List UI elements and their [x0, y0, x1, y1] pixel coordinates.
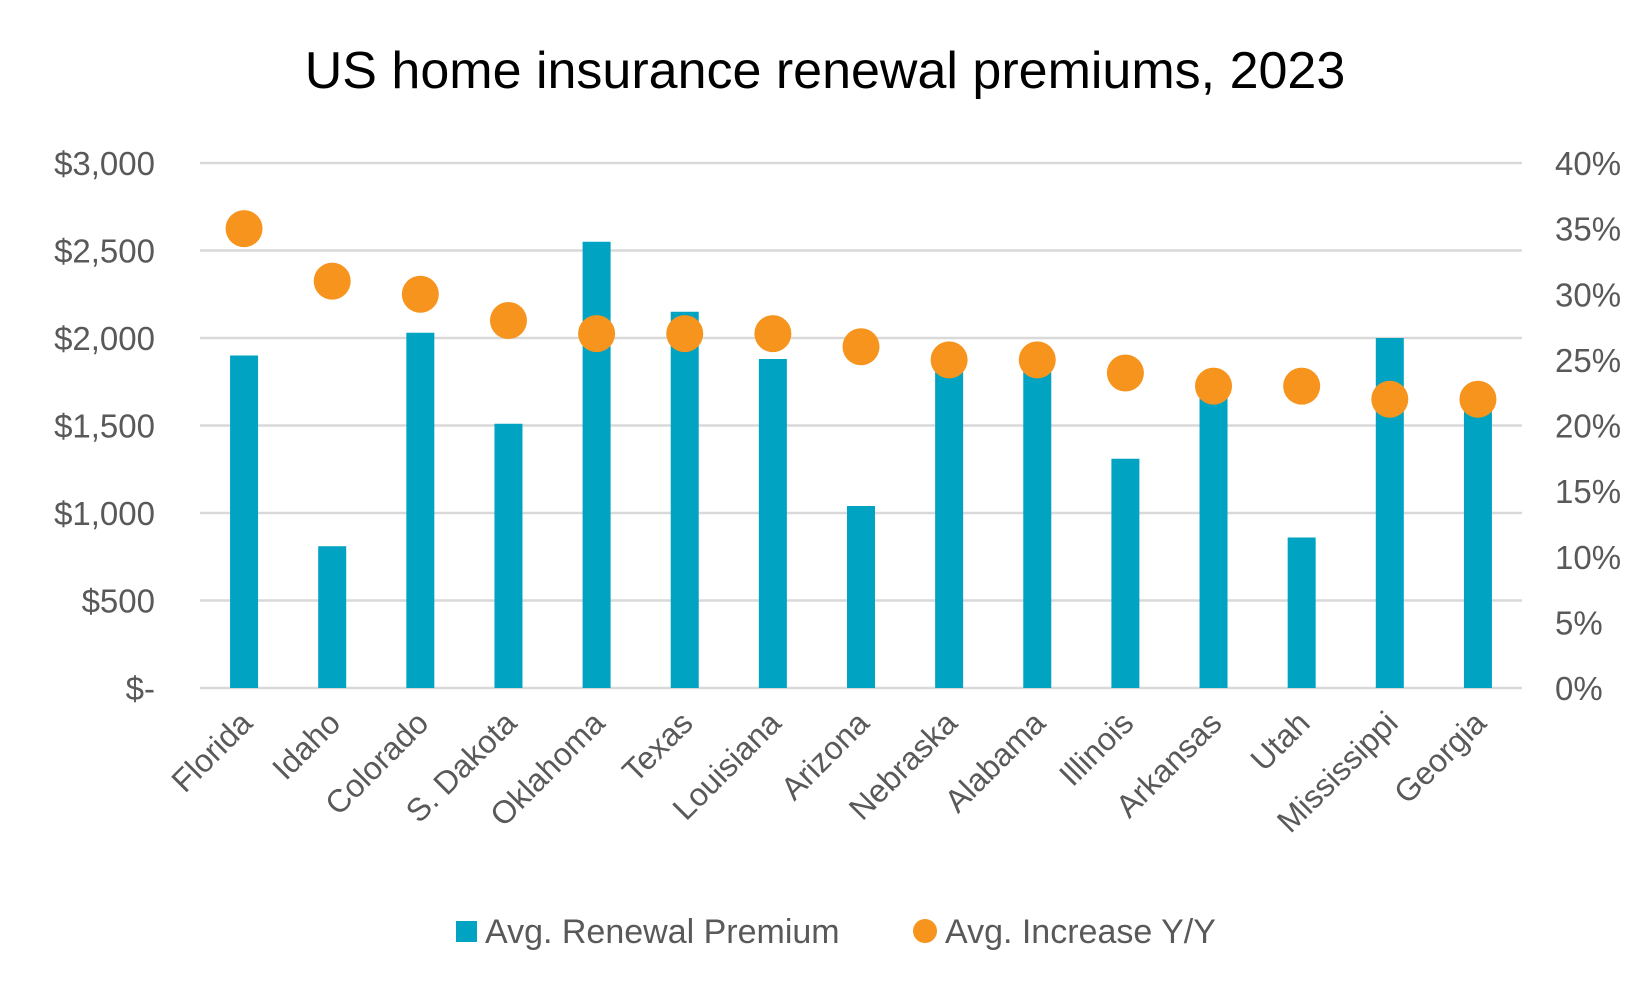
right-tick-label: 30%	[1555, 276, 1621, 313]
point	[313, 262, 351, 300]
right-tick-label: 40%	[1555, 145, 1621, 182]
bar-series	[230, 241, 1492, 688]
bar	[318, 546, 347, 688]
point	[1459, 380, 1497, 418]
point	[401, 275, 439, 313]
point	[225, 210, 263, 248]
bar	[1199, 390, 1228, 688]
right-tick-label: 25%	[1555, 342, 1621, 379]
legend-point-swatch	[913, 919, 937, 943]
point	[1106, 354, 1144, 392]
right-tick-label: 20%	[1555, 408, 1621, 445]
bar	[1023, 367, 1052, 688]
point	[754, 315, 792, 353]
right-tick-label: 35%	[1555, 211, 1621, 248]
bar	[230, 355, 259, 688]
point	[666, 315, 704, 353]
left-tick-label: $2,000	[54, 320, 155, 357]
bar	[582, 241, 611, 688]
category-label: Florida	[164, 704, 259, 799]
scatter-series	[225, 210, 1497, 418]
chart-title: US home insurance renewal premiums, 2023	[305, 42, 1346, 100]
left-tick-label: $500	[82, 583, 155, 620]
right-tick-label: 5%	[1555, 604, 1603, 641]
right-y-axis: 0% 5% 10% 15% 20% 25% 30% 35% 40%	[1555, 145, 1621, 707]
left-tick-label: $1,500	[54, 408, 155, 445]
bar	[758, 359, 787, 688]
point	[1371, 380, 1409, 418]
bar	[1111, 458, 1140, 688]
point	[578, 315, 616, 353]
category-label: Texas	[615, 704, 700, 789]
bar	[847, 506, 875, 688]
right-tick-label: 15%	[1555, 473, 1621, 510]
bar	[406, 332, 435, 688]
category-label: Georgia	[1387, 704, 1493, 810]
point	[1018, 341, 1056, 379]
legend-bar-label: Avg. Renewal Premium	[485, 913, 840, 951]
category-label: Utah	[1243, 704, 1316, 777]
point	[930, 341, 968, 379]
point	[1283, 367, 1321, 405]
legend-bar-swatch	[456, 921, 477, 942]
category-label: Idaho	[265, 704, 347, 786]
point	[842, 328, 880, 366]
bar	[494, 423, 523, 688]
left-tick-label: $-	[126, 670, 155, 707]
bar	[670, 311, 699, 688]
left-y-axis: $- $500 $1,000 $1,500 $2,000 $2,500 $3,000	[54, 145, 155, 707]
point	[1195, 367, 1233, 405]
legend-point-label: Avg. Increase Y/Y	[945, 913, 1216, 951]
left-tick-label: $3,000	[54, 145, 155, 182]
right-tick-label: 10%	[1555, 539, 1621, 576]
bar	[1463, 404, 1492, 688]
bar	[935, 366, 964, 688]
bar	[1287, 537, 1316, 688]
point	[489, 302, 527, 339]
legend: Avg. Renewal Premium Avg. Increase Y/Y	[456, 913, 1216, 951]
left-tick-label: $2,500	[54, 233, 155, 270]
left-tick-label: $1,000	[54, 495, 155, 532]
right-tick-label: 0%	[1555, 670, 1603, 707]
